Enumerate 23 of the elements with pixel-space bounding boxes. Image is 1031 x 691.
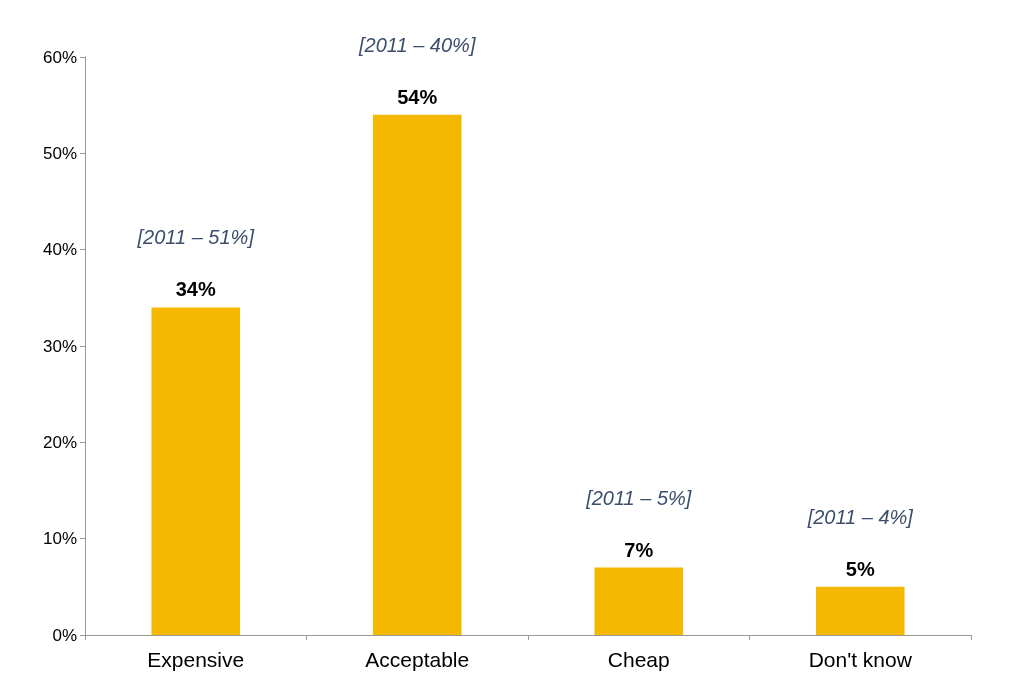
data-label: 7% [624,538,654,561]
bar [815,586,905,635]
y-tick-label: 0% [52,625,77,645]
annotation: [2011 – 40%] [358,33,476,56]
annotation: [2011 – 51%] [136,226,255,249]
y-tick-label: 50% [42,143,77,163]
x-tick-label: Acceptable [365,648,470,671]
x-tick-label: Cheap [607,648,670,671]
annotation: [2011 – 4%] [806,505,914,528]
data-label: 34% [175,278,216,301]
bar [372,114,462,635]
x-tick-label: Don't know [808,648,913,671]
data-label: 5% [845,557,875,580]
y-tick-label: 30% [42,336,77,356]
bar [151,307,241,635]
annotation: [2011 – 5%] [585,486,692,509]
bar [594,567,684,635]
y-tick-label: 10% [42,529,77,549]
data-label: 54% [397,85,438,108]
y-tick-label: 20% [42,432,77,452]
y-tick-label: 40% [42,240,77,260]
x-tick-label: Expensive [147,648,245,671]
y-tick-label: 60% [42,47,77,67]
